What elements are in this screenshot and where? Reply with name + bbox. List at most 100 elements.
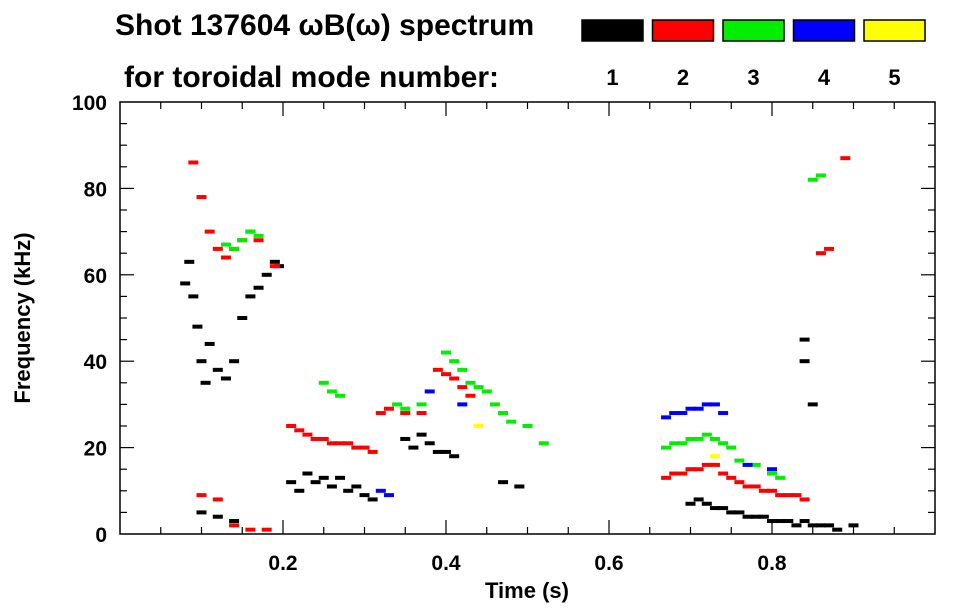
data-point (758, 514, 769, 519)
data-point (669, 411, 680, 416)
data-point (212, 497, 223, 502)
data-point (245, 294, 256, 299)
data-point (351, 445, 362, 450)
data-point (416, 402, 427, 407)
data-point (701, 501, 712, 506)
data-point (400, 436, 411, 441)
data-point (701, 462, 712, 467)
data-point (677, 411, 688, 416)
x-tick-label: 0.6 (594, 552, 623, 575)
data-point (326, 484, 337, 489)
data-point (726, 510, 737, 515)
data-point (188, 160, 199, 165)
data-point (335, 475, 346, 480)
legend-swatch-5 (863, 19, 926, 42)
data-point (718, 506, 729, 511)
data-point (286, 480, 297, 485)
data-point (718, 441, 729, 446)
legend-swatch-2 (651, 19, 715, 42)
y-tick-label: 40 (84, 351, 107, 374)
data-point (726, 445, 737, 450)
data-point (750, 484, 761, 489)
data-point (408, 445, 419, 450)
data-point (799, 359, 810, 364)
y-tick-label: 60 (84, 265, 107, 288)
data-point (718, 411, 729, 416)
data-point (742, 462, 753, 467)
data-point (685, 501, 696, 506)
data-point (310, 436, 321, 441)
y-axis-label: Frequency (kHz) (10, 232, 35, 403)
data-point (758, 488, 769, 493)
data-point (824, 523, 835, 528)
data-point (701, 432, 712, 437)
data-point (302, 432, 313, 437)
data-point (815, 173, 826, 178)
data-point (481, 389, 492, 394)
data-point (212, 246, 223, 251)
data-point (294, 428, 305, 433)
data-point (791, 523, 802, 528)
data-point (294, 488, 305, 493)
data-point (424, 389, 435, 394)
data-point (367, 449, 378, 454)
data-point (807, 402, 818, 407)
data-point (416, 432, 427, 437)
data-point (709, 462, 720, 467)
series-n=4 (375, 389, 777, 498)
data-point (742, 484, 753, 489)
data-point (200, 380, 211, 385)
data-point (799, 497, 810, 502)
data-point (229, 246, 240, 251)
data-point (815, 523, 826, 528)
chart-title-line2: for toroidal mode number: (124, 61, 499, 94)
data-point (767, 488, 777, 493)
data-point (441, 449, 451, 454)
data-point (261, 527, 272, 532)
data-point (220, 376, 231, 381)
data-point (351, 484, 362, 489)
data-point (204, 341, 215, 346)
data-point (661, 415, 672, 420)
data-point (685, 467, 696, 472)
legend-swatch-1 (581, 19, 644, 42)
data-point (253, 233, 264, 238)
series-n=2 (188, 156, 851, 532)
data-point (335, 441, 346, 446)
data-point (742, 514, 753, 519)
data-point (709, 506, 720, 511)
tick-labels: 0.2 0.4 0.6 0.8 0 20 40 60 80 100 (72, 92, 787, 575)
data-point (375, 488, 386, 493)
data-point (661, 475, 672, 480)
legend-swatch-4 (792, 19, 856, 42)
data-point (709, 454, 720, 459)
data-point (245, 527, 256, 532)
data-point (661, 445, 672, 450)
data-point (180, 281, 191, 286)
data-point (750, 514, 761, 519)
data-point (335, 393, 346, 398)
series-n=1 (180, 259, 859, 532)
data-point (220, 242, 231, 247)
data-point (457, 367, 468, 372)
data-point (245, 229, 256, 234)
legend-label-4: 4 (818, 65, 831, 90)
data-point (343, 441, 354, 446)
x-tick-label: 0.2 (268, 552, 297, 575)
legend-swatch-3 (722, 19, 785, 42)
data-point (669, 441, 680, 446)
data-point (432, 367, 443, 372)
data-point (489, 402, 500, 407)
y-tick-label: 80 (84, 178, 107, 201)
data-point (709, 436, 720, 441)
data-point (343, 488, 354, 493)
data-point (677, 471, 688, 476)
data-point (326, 389, 337, 394)
data-point (775, 519, 786, 524)
data-point (400, 411, 411, 416)
data-point (824, 246, 835, 251)
data-point (734, 510, 745, 515)
data-point (383, 493, 394, 498)
data-point (799, 519, 810, 524)
data-point (367, 497, 378, 502)
